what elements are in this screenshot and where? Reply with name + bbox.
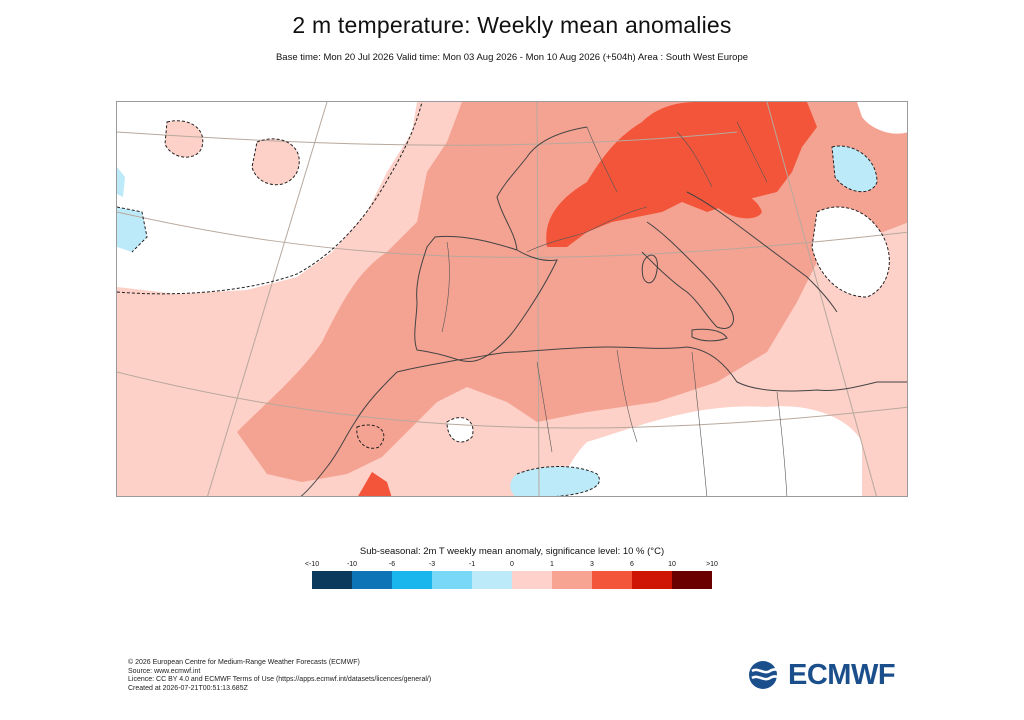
chart-title: 2 m temperature: Weekly mean anomalies [292,12,732,38]
source-text: Source: www.ecmwf.int [128,667,201,675]
legend-title: Sub-seasonal: 2m T weekly mean anomaly, … [359,546,665,557]
legend-tick: 10 [668,561,676,568]
neutral-area-balkans [812,207,890,297]
neutral-area-sahara [557,406,862,496]
hot-area-central-europe [546,102,817,247]
hot-area-atlas [358,472,392,496]
created-text: Created at 2026-07-21T00:51:13.685Z [128,684,248,692]
significance-contours [117,102,890,496]
legend-swatch [512,571,552,589]
chart-subtitle: Base time: Mon 20 Jul 2026 Valid time: M… [275,52,749,63]
legend-swatch [312,571,352,589]
legend-tick: -10 [346,561,358,568]
legend-tick: 6 [630,561,634,568]
legend-swatch [472,571,512,589]
legend-tick: 1 [550,561,554,568]
cool-area-atlantic [117,207,147,252]
neutral-area-libya [447,417,473,442]
country-borders [441,121,788,496]
legend-tick: <-10 [304,561,320,568]
cool-area-sahara [510,466,600,496]
legend-colorbar [312,571,712,589]
cool-area-aegean [832,146,877,192]
legend-swatch [592,571,632,589]
legend-tick: -6 [388,561,396,568]
graticule [117,102,907,496]
neutral-area-atlantic-small [165,120,203,158]
ecmwf-logo: ECMWF [748,658,896,691]
legend-swatch [432,571,472,589]
neutral-area-north-east [857,102,907,134]
legend-tick: >10 [706,561,718,568]
ecmwf-logo-icon [749,661,783,689]
legend-tick: 3 [590,561,594,568]
legend-swatch [672,571,712,589]
legend-tick: 0 [510,561,514,568]
legend-swatch [632,571,672,589]
hot-area-balkans [717,190,762,219]
map-svg [117,102,907,496]
cool-area-atlantic-2 [117,167,125,197]
copyright-text: © 2026 European Centre for Medium-Range … [128,659,360,666]
licence-text: Licence: CC BY 4.0 and ECMWF Terms of Us… [128,676,432,684]
ecmwf-logo-text: ECMWF [788,658,896,691]
legend-ticks: <-10 -10 -6 -3 -1 0 1 3 6 10 >10 [305,561,718,571]
anomaly-map[interactable] [116,101,908,497]
legend-swatch [552,571,592,589]
legend-swatch [352,571,392,589]
legend-swatch [392,571,432,589]
credits: © 2026 European Centre for Medium-Range … [128,659,431,693]
legend-tick: -3 [428,561,436,568]
legend-tick: -1 [468,561,476,568]
coastlines [300,126,907,496]
neutral-area-atlantic-small-2 [252,138,300,185]
